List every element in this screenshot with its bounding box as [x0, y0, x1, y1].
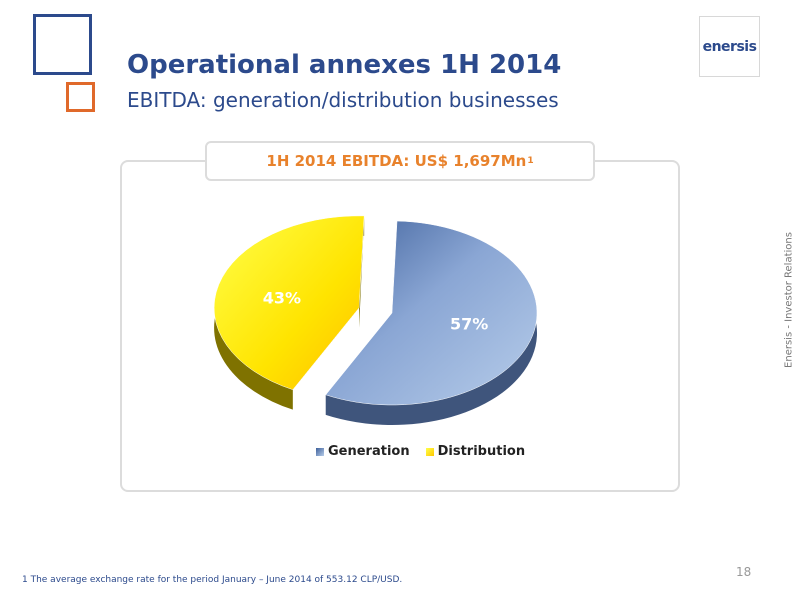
- pie-label-distribution: 43%: [263, 288, 301, 307]
- legend-swatch-generation: [316, 447, 324, 456]
- brand-logo: enersis: [699, 16, 760, 77]
- pie-slice-distribution: [213, 215, 365, 390]
- legend-label-distribution: Distribution: [437, 444, 526, 459]
- chart-panel-header: 1H 2014 EBITDA: US$ 1,697Mn 1: [205, 141, 595, 181]
- footnote: 1 The average exchange rate for the peri…: [22, 575, 403, 585]
- legend-item-generation: Generation: [316, 444, 410, 459]
- page-number: 18: [736, 565, 752, 579]
- legend-item-distribution: Distribution: [425, 444, 526, 459]
- brand-logo-text: enersis: [702, 38, 757, 55]
- page-title: Operational annexes 1H 2014: [127, 50, 562, 80]
- logo-square-small: [66, 82, 95, 112]
- pie-slice-generation: [325, 220, 538, 406]
- chart-legend: Generation Distribution: [316, 444, 525, 459]
- page-subtitle: EBITDA: generation/distribution business…: [127, 88, 559, 112]
- legend-swatch-distribution: [425, 447, 434, 456]
- chart-header-text: 1H 2014 EBITDA: US$ 1,697Mn: [266, 152, 527, 170]
- chart-header-footnote-mark: 1: [527, 156, 534, 166]
- pie-label-generation: 57%: [450, 314, 488, 333]
- legend-label-generation: Generation: [328, 444, 410, 459]
- logo-square-large: [33, 14, 92, 75]
